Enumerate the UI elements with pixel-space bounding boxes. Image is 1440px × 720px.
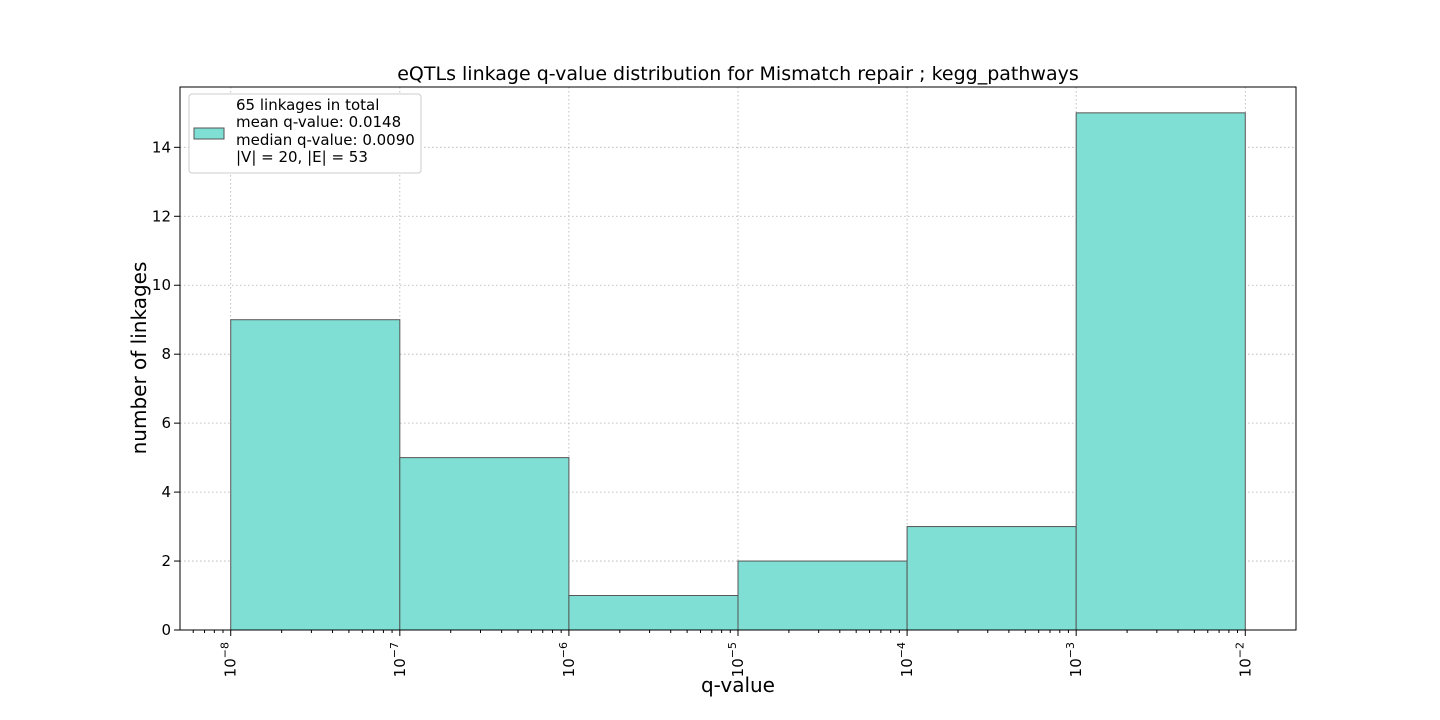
histogram-bar <box>399 457 570 631</box>
y-axis-ticks: 0 2 4 6 8 10 12 14 <box>152 138 180 639</box>
x-tick-label: 10−7 <box>388 642 409 677</box>
x-tick-label: 10−5 <box>726 642 747 677</box>
legend: 65 linkages in total mean q-value: 0.014… <box>188 93 422 174</box>
x-tick-label: 10−4 <box>895 642 916 677</box>
chart-title: eQTLs linkage q-value distribution for M… <box>397 63 1079 85</box>
legend-swatch <box>193 127 225 140</box>
y-tick-label: 12 <box>152 207 171 225</box>
histogram-bars <box>230 112 1246 631</box>
y-axis-label: number of linkages <box>127 262 151 455</box>
y-tick-label: 0 <box>161 621 171 639</box>
histogram-bar <box>906 526 1077 631</box>
x-axis-label: q-value <box>701 673 775 697</box>
legend-line-mean: mean q-value: 0.0148 <box>236 113 401 131</box>
y-tick-label: 8 <box>161 345 171 363</box>
x-tick-label: 10−3 <box>1064 642 1085 677</box>
legend-box <box>188 93 422 174</box>
x-tick-label: 10−6 <box>557 642 578 677</box>
legend-line-total: 65 linkages in total <box>236 96 379 114</box>
legend-line-median: median q-value: 0.0090 <box>236 131 415 149</box>
y-tick-label: 14 <box>152 138 171 156</box>
histogram-bar <box>737 560 908 631</box>
histogram-bar <box>230 319 401 631</box>
histogram-bar <box>1075 112 1246 631</box>
x-tick-label: 10−2 <box>1233 642 1254 677</box>
y-tick-label: 2 <box>161 552 171 570</box>
y-tick-label: 6 <box>161 414 171 432</box>
y-tick-label: 10 <box>152 276 171 294</box>
y-tick-label: 4 <box>161 483 171 501</box>
x-axis-ticks: 10−8 10−7 10−6 10−5 10−4 10−3 10−2 <box>192 630 1254 677</box>
x-tick-label: 10−8 <box>219 642 240 677</box>
legend-line-graph-size: |V| = 20, |E| = 53 <box>236 148 368 166</box>
histogram-bar <box>568 595 739 631</box>
